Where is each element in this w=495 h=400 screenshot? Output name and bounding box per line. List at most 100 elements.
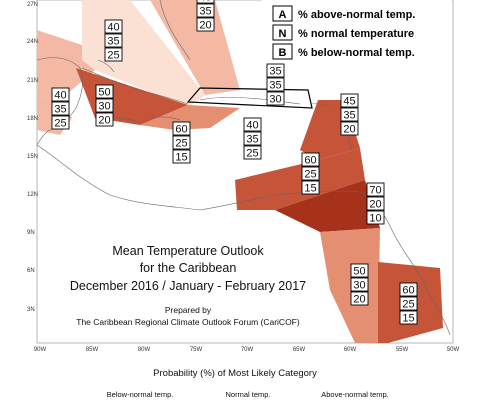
zone-guyana-strip	[320, 228, 380, 343]
lon-ticks: 90W 85W 80W 75W 70W 65W 60W 55W 50W	[34, 347, 460, 353]
box-cell	[366, 210, 385, 225]
box-guyana: 50 30 20	[350, 263, 369, 306]
box-value: 35	[199, 6, 211, 18]
box-cell	[95, 112, 114, 127]
lat-ticks: 27N 24N 21N 18N 15N 12N 9N 6N 3N	[27, 2, 38, 313]
map-title: Mean Temperature Outlook for the Caribbe…	[70, 244, 306, 327]
zone-windward-band	[235, 148, 365, 210]
box-value: 40	[246, 120, 258, 132]
box-value: 15	[304, 183, 316, 195]
box-value: 40	[107, 22, 119, 34]
box-cell	[172, 121, 191, 136]
box-value: 45	[199, 0, 211, 4]
box-cell	[301, 152, 320, 167]
box-windward: 60 25 15	[301, 152, 320, 195]
box-value: 25	[304, 169, 316, 181]
box-cell	[104, 19, 123, 34]
box-value: 70	[369, 185, 381, 197]
legend-row-text: % normal temperature	[298, 28, 414, 40]
lon-label: 55W	[396, 347, 409, 353]
zone-northwest-wedge	[37, 30, 95, 100]
credit-line-1: Prepared by	[165, 305, 212, 315]
box-value: 25	[246, 148, 258, 160]
box-hispaniola: 35 35 30	[266, 63, 285, 106]
title-line-2: for the Caribbean	[140, 261, 237, 275]
footer-cat-above: Above-normal temp.	[321, 390, 389, 399]
box-value: 30	[98, 101, 110, 113]
box-value: 20	[98, 115, 110, 127]
box-value: 25	[54, 118, 66, 130]
zone-trinidad-guianas	[275, 180, 380, 232]
box-puerto-rico: 45 35 20	[340, 93, 359, 136]
box-caribbean-sea: 40 35 25	[243, 117, 262, 160]
hispaniola-outline	[186, 87, 313, 109]
box-value: 20	[199, 20, 211, 32]
box-cell	[366, 182, 385, 197]
box-cell	[340, 107, 359, 122]
lon-label: 85W	[86, 347, 99, 353]
lon-label: 90W	[34, 347, 47, 353]
lat-label: 9N	[27, 230, 35, 236]
box-cell	[350, 277, 369, 292]
box-cell	[95, 98, 114, 113]
box-value: 15	[402, 313, 414, 325]
box-cell	[51, 115, 70, 130]
title-line-1: Mean Temperature Outlook	[112, 244, 264, 258]
box-value: 60	[402, 285, 414, 297]
lon-label: 80W	[138, 347, 151, 353]
box-value: 40	[54, 90, 66, 102]
lat-label: 12N	[27, 192, 38, 198]
box-value: 15	[175, 152, 187, 164]
box-value: 25	[402, 299, 414, 311]
legend-row-text: % above-normal temp.	[298, 9, 415, 21]
probability-boxes: 45 35 20 40 35 25 40 35 25 50 30 20 35 35 30 45 35 20 60 25…	[51, 0, 418, 325]
box-suriname: 60 25 15	[399, 282, 418, 325]
box-value: 20	[369, 199, 381, 211]
box-value: 60	[175, 124, 187, 136]
legend-key-letter: B	[279, 47, 287, 59]
box-cell	[350, 291, 369, 306]
box-value: 35	[107, 36, 119, 48]
lat-label: 3N	[27, 307, 35, 313]
box-belize: 40 35 25	[51, 87, 70, 130]
box-cell	[266, 91, 285, 106]
credit-line-2: The Caribbean Regional Climate Outlook F…	[76, 317, 300, 327]
lat-label: 21N	[27, 78, 38, 84]
box-legend-top: 45 35 20	[196, 0, 215, 32]
legend-row-text: % below-normal temp.	[298, 47, 415, 59]
box-trinidad: 70 20 10	[366, 182, 385, 225]
legend-panel	[262, 0, 452, 62]
box-value: 45	[343, 96, 355, 108]
box-cell	[172, 135, 191, 150]
box-cell	[172, 149, 191, 164]
footer-title: Probability (%) of Most Likely Category	[153, 368, 317, 379]
lon-label: 50W	[447, 347, 460, 353]
box-cuba: 50 30 20	[95, 84, 114, 127]
lon-label: 60W	[344, 347, 357, 353]
box-jamaica: 60 25 15	[172, 121, 191, 164]
lat-label: 15N	[27, 154, 38, 160]
box-value: 20	[343, 124, 355, 136]
box-cell	[301, 166, 320, 181]
zone-jamaica-band	[140, 105, 240, 130]
lat-label: 27N	[27, 2, 38, 8]
lat-label: 18N	[27, 116, 38, 122]
box-value: 10	[369, 213, 381, 225]
legend-key-letter: N	[279, 28, 287, 40]
box-cell	[51, 101, 70, 116]
box-cell	[399, 296, 418, 311]
box-value: 20	[353, 294, 365, 306]
legend-key-box	[272, 5, 293, 22]
box-cell	[350, 263, 369, 278]
box-cell	[51, 87, 70, 102]
box-value: 30	[353, 280, 365, 292]
box-value: 25	[107, 50, 119, 62]
box-value: 35	[246, 134, 258, 146]
box-cell	[266, 63, 285, 78]
lat-label: 24N	[27, 39, 38, 45]
box-cell	[243, 145, 262, 160]
box-cell	[95, 84, 114, 99]
box-cell	[243, 131, 262, 146]
box-value: 25	[175, 138, 187, 150]
